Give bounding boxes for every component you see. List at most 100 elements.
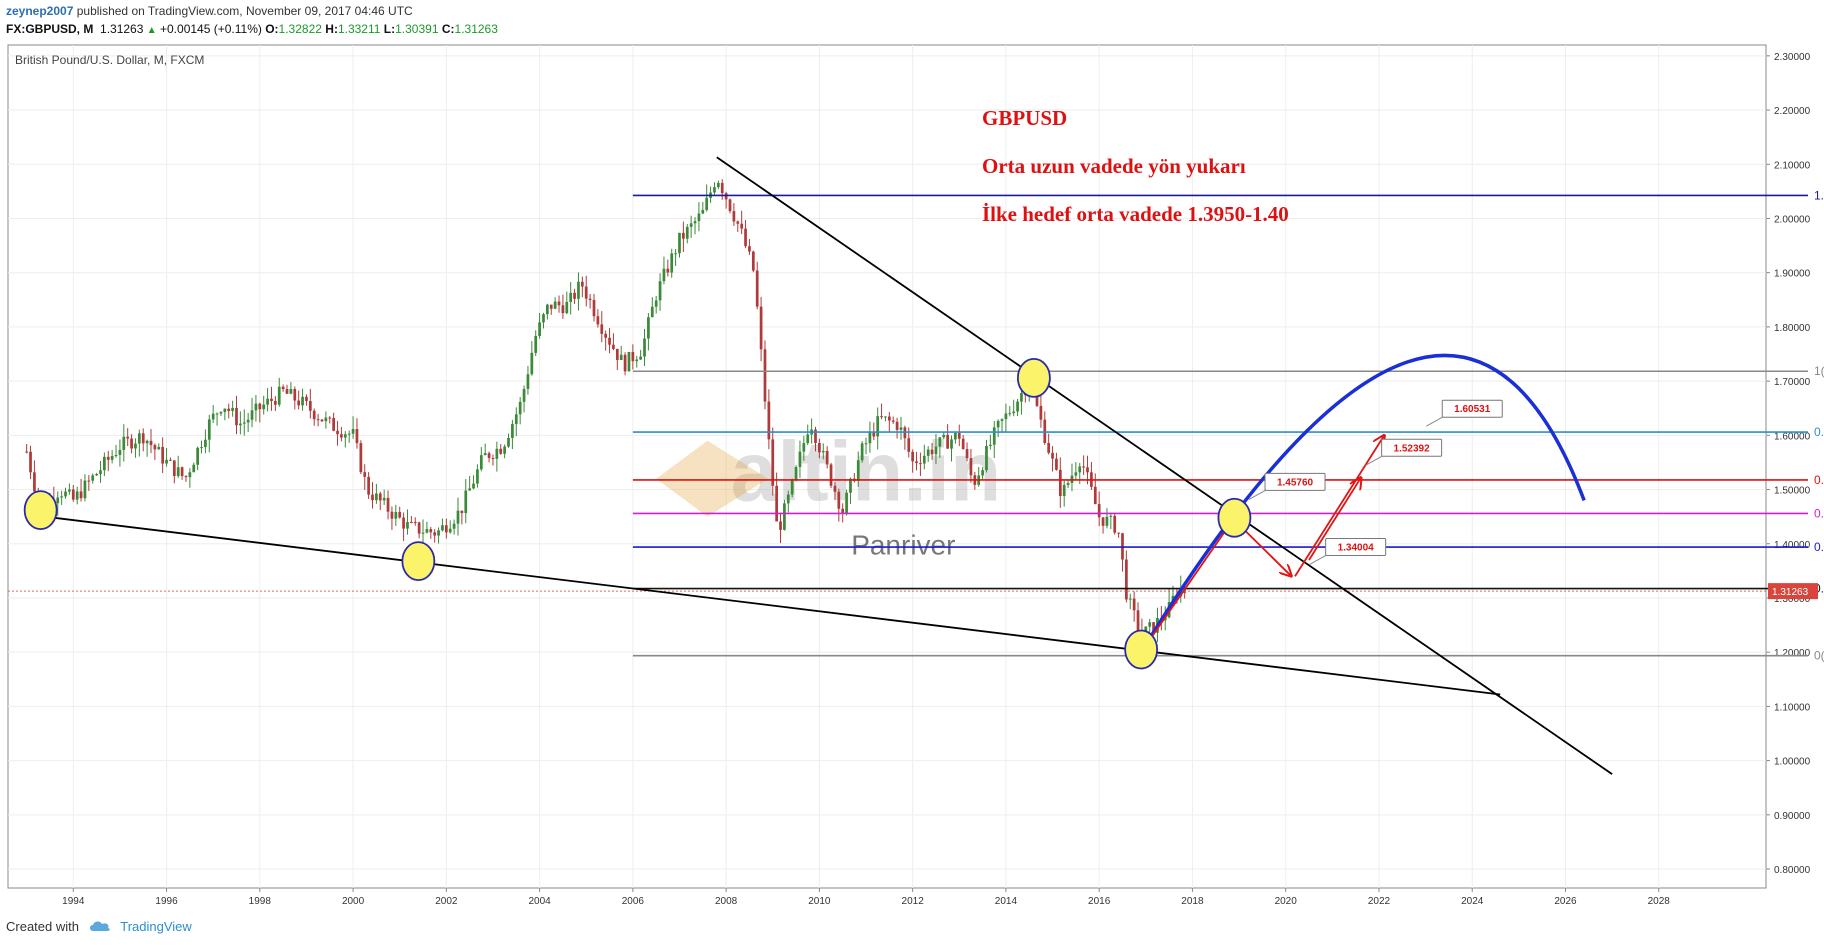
candle-body xyxy=(662,268,666,282)
candle-body xyxy=(503,446,506,454)
candle-body xyxy=(495,448,499,459)
candle-body xyxy=(705,197,709,211)
candle-body xyxy=(635,359,639,362)
candle-body xyxy=(950,439,953,449)
candle-body xyxy=(623,354,627,372)
candle-body xyxy=(818,442,821,453)
candle-body xyxy=(1039,405,1043,420)
candle-body xyxy=(56,497,60,504)
y-tick-label: 2.10000 xyxy=(1774,160,1811,171)
candle-body xyxy=(468,488,472,491)
candle-body xyxy=(1082,466,1085,468)
candle-body xyxy=(464,490,468,514)
candle-body xyxy=(75,491,79,500)
candle-body xyxy=(685,226,689,239)
candle-body xyxy=(324,417,328,422)
candle-body xyxy=(355,429,359,444)
up-arrow-icon: ▲ xyxy=(146,25,157,36)
candle-body xyxy=(398,512,402,518)
candle-body xyxy=(316,419,320,421)
candle-body xyxy=(188,472,192,478)
candle-body xyxy=(254,403,258,411)
candle-body xyxy=(134,443,137,449)
x-tick-label: 2024 xyxy=(1461,896,1484,907)
candle-body xyxy=(786,494,790,504)
fib-level-label: 1.618(2.04248) xyxy=(1814,188,1824,202)
candle-body xyxy=(1097,504,1101,518)
candle-body xyxy=(211,413,215,420)
candle-body xyxy=(911,451,915,462)
callout-text: 1.60531 xyxy=(1454,404,1491,415)
pivot-circle xyxy=(1217,497,1252,538)
candle-body xyxy=(110,456,114,460)
candle-body xyxy=(270,398,273,402)
candle-body xyxy=(25,451,29,453)
candle-body xyxy=(157,446,161,450)
candle-body xyxy=(320,419,324,422)
published-text: published on TradingView.com, November 0… xyxy=(76,4,413,18)
last-price-badge-text: 1.31263 xyxy=(1772,587,1809,598)
annotation-line: Orta uzun vadede yön yukarı xyxy=(982,154,1246,178)
trend-line xyxy=(35,514,1501,696)
candle-body xyxy=(390,511,394,519)
candle-body xyxy=(915,461,918,464)
candle-body xyxy=(584,286,588,299)
y-tick-label: 1.10000 xyxy=(1774,702,1811,713)
candle-body xyxy=(285,389,289,394)
candle-body xyxy=(899,427,903,430)
candle-body xyxy=(981,470,984,476)
open-value: 1.32822 xyxy=(278,22,322,36)
y-tick-label: 0.80000 xyxy=(1774,865,1811,876)
candle-body xyxy=(530,352,534,375)
candle-body xyxy=(549,304,553,309)
candle-body xyxy=(1062,484,1066,497)
symbol-info: FX:GBPUSD, M 1.31263 ▲ +0.00145 (+0.11%)… xyxy=(6,22,498,36)
candle-body xyxy=(33,472,36,492)
candle-body xyxy=(1093,486,1097,505)
candle-body xyxy=(1035,392,1039,406)
candle-body xyxy=(518,401,522,415)
projection-arrow xyxy=(1308,479,1360,561)
candle-body xyxy=(1136,610,1140,632)
candle-body xyxy=(1074,472,1078,476)
candle-body xyxy=(483,453,487,456)
candle-body xyxy=(647,317,650,339)
x-tick-label: 2028 xyxy=(1648,896,1671,907)
candle-body xyxy=(965,449,969,459)
candle-body xyxy=(169,459,172,461)
y-tick-label: 0.90000 xyxy=(1774,811,1811,822)
candle-body xyxy=(215,413,219,415)
candle-body xyxy=(755,270,759,307)
callout-text: 1.45760 xyxy=(1277,477,1314,488)
candle-body xyxy=(989,444,992,446)
tradingview-link[interactable]: TradingView xyxy=(120,919,192,934)
candle-body xyxy=(1152,622,1155,633)
candle-body xyxy=(856,460,860,481)
candle-body xyxy=(748,246,751,252)
candle-body xyxy=(137,433,141,444)
candle-body xyxy=(600,324,604,334)
x-tick-label: 1996 xyxy=(155,896,178,907)
candle-body xyxy=(514,414,518,425)
candle-body xyxy=(821,450,825,453)
candle-body xyxy=(371,494,374,501)
footer: Created with TradingView xyxy=(6,919,192,935)
candle-body xyxy=(934,446,938,455)
candle-body xyxy=(849,478,852,493)
candle-body xyxy=(375,493,378,501)
candle-body xyxy=(701,210,705,214)
candle-body xyxy=(1078,466,1082,473)
candle-body xyxy=(347,433,351,435)
candle-body xyxy=(1105,516,1109,526)
candle-body xyxy=(713,187,716,193)
candle-body xyxy=(1012,411,1016,414)
candle-body xyxy=(919,463,922,465)
candle-body xyxy=(588,298,592,300)
candle-body xyxy=(922,455,926,464)
author-link[interactable]: zeynep2007 xyxy=(6,4,74,18)
open-label: O: xyxy=(265,22,279,36)
candle-body xyxy=(1128,598,1132,600)
y-tick-label: 1.00000 xyxy=(1774,757,1811,768)
y-tick-label: 2.30000 xyxy=(1774,52,1811,63)
